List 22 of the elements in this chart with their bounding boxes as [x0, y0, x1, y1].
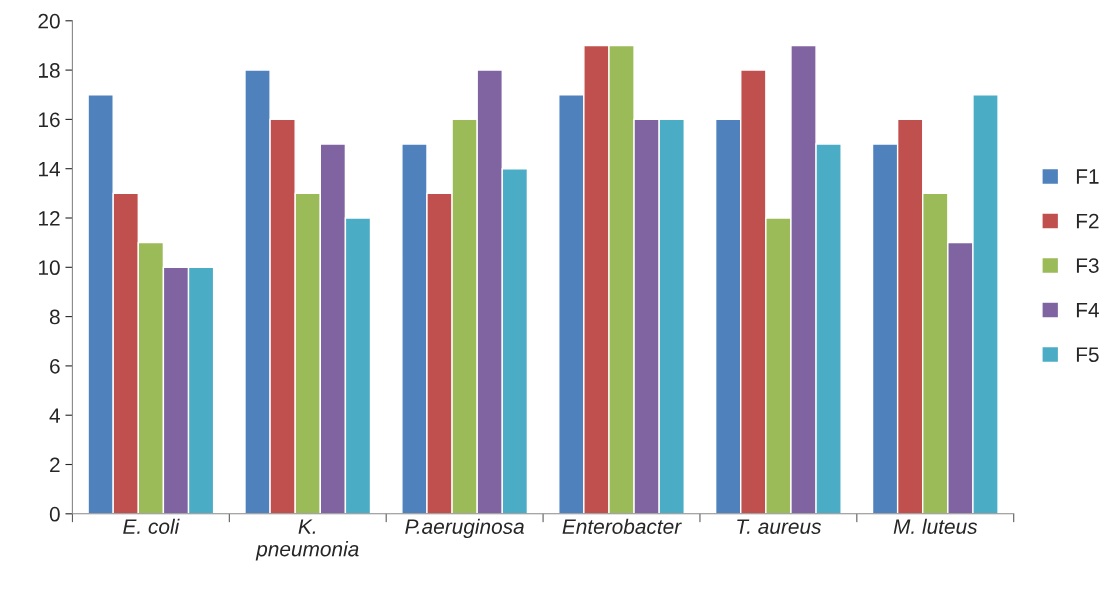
x-tick-label: T. aureus [737, 519, 822, 534]
x-tick-label: P.aeruginosa [405, 518, 524, 539]
y-tick-label: 4 [49, 408, 60, 423]
y-tick-label: 6 [50, 358, 60, 374]
y-tick-label: 14 [39, 161, 60, 177]
x-tick-label: M. luteus [893, 518, 978, 534]
legend-label: F4 [1076, 302, 1099, 318]
x-tick-label: Enterobacter [562, 518, 682, 534]
y-tick-label: 2 [50, 457, 60, 473]
legend-label: F3 [1076, 258, 1099, 273]
x-tick-label: K. pneumonia [255, 519, 359, 561]
y-tick-label: 0 [49, 506, 60, 522]
legend-label: F5 [1076, 347, 1099, 363]
legend-label: F1 [1076, 169, 1099, 184]
y-tick-label: 20 [38, 13, 60, 29]
y-tick-label: 16 [39, 112, 60, 128]
y-tick-label: 10 [39, 260, 60, 276]
legend-label: F2 [1076, 213, 1099, 229]
x-tick-label: E. coli [123, 518, 180, 534]
y-tick-label: 12 [39, 211, 60, 226]
y-tick-label: 8 [49, 309, 60, 325]
y-tick-label: 18 [39, 63, 60, 78]
